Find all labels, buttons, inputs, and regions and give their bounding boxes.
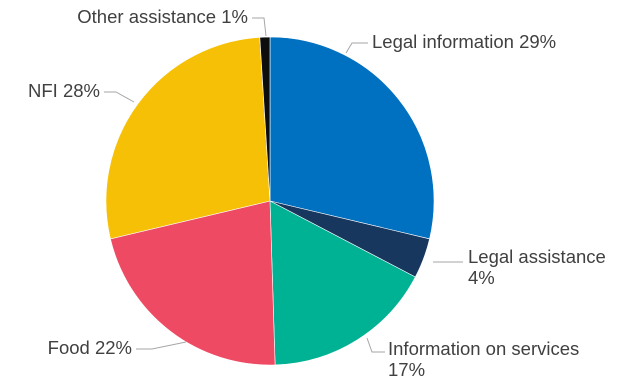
data-label-legal-information-value: 29% — [519, 31, 556, 52]
data-label-legal-assistance-value: 4% — [468, 267, 495, 288]
leader-line-information-on-services — [366, 337, 385, 353]
data-label-legal-information: Legal information 29% — [372, 31, 556, 52]
data-label-nfi-value: 28% — [63, 80, 100, 101]
pie-slice-information-on-services — [269, 200, 416, 366]
data-label-information-on-services: Information on services 17% — [388, 338, 584, 376]
data-label-food-category: Food — [48, 337, 90, 358]
data-labels-layer: Legal information 29% Legal assistance 4… — [28, 6, 611, 376]
data-label-other-assistance: Other assistance 1% — [77, 6, 248, 27]
data-label-other-assistance-category: Other assistance — [77, 6, 216, 27]
data-label-food-value: 22% — [95, 337, 132, 358]
pie-slice-other-assistance — [259, 36, 271, 202]
data-label-nfi-category: NFI — [28, 80, 58, 101]
data-label-other-assistance-value: 1% — [221, 6, 248, 27]
pie-slice-legal-information — [269, 36, 435, 240]
data-label-information-on-services-category: Information on services — [388, 338, 579, 359]
data-label-food: Food 22% — [48, 337, 132, 358]
leader-line-legal-information — [345, 42, 368, 54]
data-label-legal-assistance: Legal assistance 4% — [468, 246, 611, 288]
leader-line-food — [136, 341, 187, 350]
data-label-information-on-services-value: 17% — [388, 359, 425, 376]
data-label-legal-information-category: Legal information — [372, 31, 514, 52]
pie-slice-food — [110, 200, 276, 366]
leader-lines-layer — [104, 17, 463, 353]
data-label-nfi: NFI 28% — [28, 80, 100, 101]
leader-line-nfi — [104, 91, 135, 103]
leader-line-other-assistance — [252, 17, 267, 37]
data-label-legal-assistance-category: Legal assistance — [468, 246, 606, 267]
slices-layer — [105, 36, 435, 366]
pie-slice-nfi — [105, 37, 271, 240]
